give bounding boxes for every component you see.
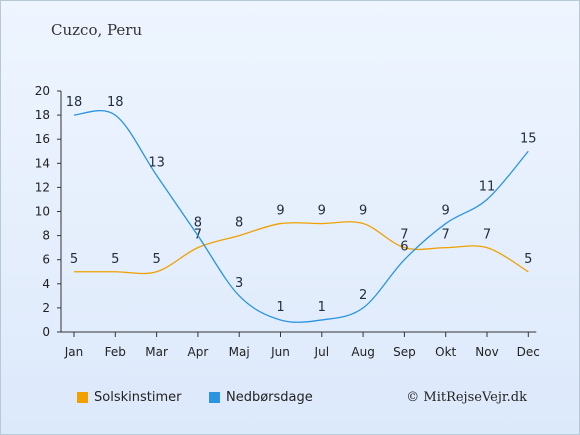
- data-label-solskinstimer: 5: [524, 252, 532, 267]
- x-tick-label: Jul: [314, 345, 329, 359]
- series-line-nedborsdage: [73, 110, 529, 323]
- legend-swatch-solskinstimer: [77, 392, 88, 403]
- x-tick-label: Okt: [435, 345, 456, 359]
- y-tick-label: 18: [35, 108, 50, 122]
- series-line-solskinstimer: [73, 221, 529, 275]
- credit-text: © MitRejseVejr.dk: [406, 390, 527, 405]
- y-tick-label: 6: [42, 253, 50, 267]
- x-tick-label: Feb: [105, 345, 126, 359]
- x-tick-label: Jun: [270, 345, 290, 359]
- data-label-nedborsdage: 1: [276, 300, 284, 315]
- y-tick-label: 0: [42, 325, 50, 339]
- data-label-nedborsdage: 1: [318, 300, 326, 315]
- y-tick-label: 8: [42, 229, 50, 243]
- data-label-nedborsdage: 2: [359, 288, 367, 303]
- y-tick-label: 14: [35, 156, 50, 170]
- data-label-solskinstimer: 7: [400, 228, 408, 243]
- data-label-solskinstimer: 5: [111, 252, 119, 267]
- data-label-nedborsdage: 18: [66, 95, 83, 110]
- data-label-solskinstimer: 5: [70, 252, 78, 267]
- y-tick-label: 20: [35, 84, 50, 98]
- x-tick-label: Dec: [517, 345, 540, 359]
- chart-title: Cuzco, Peru: [51, 21, 143, 39]
- x-tick-label: Apr: [188, 345, 209, 359]
- x-tick-label: Mar: [145, 345, 168, 359]
- y-tick-label: 2: [42, 301, 50, 315]
- y-tick-label: 10: [35, 205, 50, 219]
- data-label-nedborsdage: 13: [148, 155, 165, 170]
- data-label-solskinstimer: 7: [442, 228, 450, 243]
- data-label-nedborsdage: 8: [194, 216, 202, 231]
- legend-label-nedborsdage: Nedbørsdage: [226, 390, 313, 405]
- legend-swatch-nedborsdage: [209, 392, 220, 403]
- x-tick-label: Sep: [393, 345, 416, 359]
- y-tick-label: 4: [42, 277, 50, 291]
- data-label-solskinstimer: 9: [359, 204, 367, 219]
- data-label-nedborsdage: 11: [479, 179, 496, 194]
- data-label-solskinstimer: 8: [235, 216, 243, 231]
- data-label-solskinstimer: 9: [276, 204, 284, 219]
- data-label-solskinstimer: 7: [483, 228, 491, 243]
- x-tick-label: Maj: [229, 345, 250, 359]
- legend-item-solskinstimer: Solskinstimer: [77, 390, 181, 405]
- legend-label-solskinstimer: Solskinstimer: [94, 390, 182, 405]
- x-tick-label: Aug: [351, 345, 374, 359]
- y-tick-label: 12: [35, 180, 50, 194]
- data-label-nedborsdage: 6: [400, 240, 408, 255]
- x-tick-label: Nov: [475, 345, 498, 359]
- data-label-solskinstimer: 9: [318, 204, 326, 219]
- x-tick-label: Jan: [64, 345, 84, 359]
- data-label-nedborsdage: 9: [442, 204, 450, 219]
- data-label-solskinstimer: 5: [152, 252, 160, 267]
- data-label-nedborsdage: 18: [107, 95, 124, 110]
- data-label-nedborsdage: 3: [235, 276, 243, 291]
- data-label-nedborsdage: 15: [520, 131, 537, 146]
- y-tick-label: 16: [35, 132, 50, 146]
- legend-item-nedborsdage: Nedbørsdage: [209, 390, 313, 405]
